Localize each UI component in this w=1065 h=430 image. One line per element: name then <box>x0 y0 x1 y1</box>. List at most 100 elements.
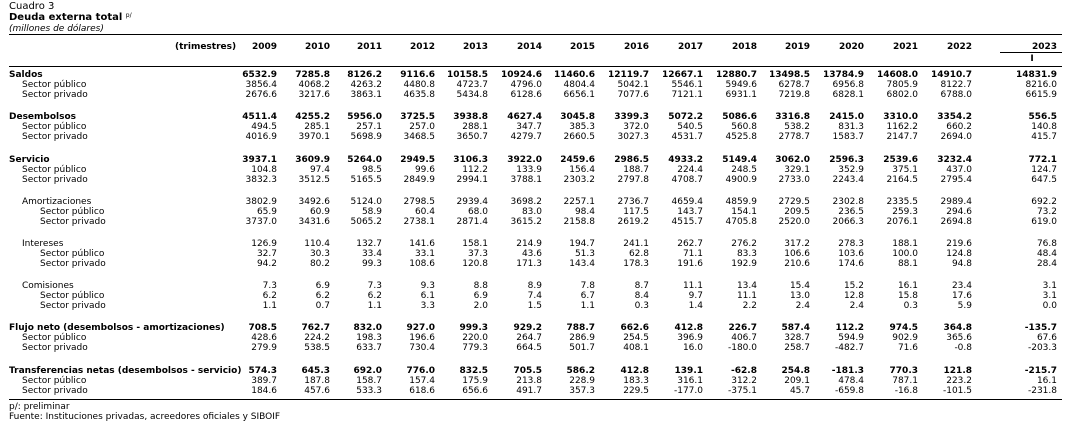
table-cell: 347.7 <box>516 122 542 132</box>
table-cell: 276.2 <box>731 239 757 249</box>
table-cell: 1.1 <box>262 301 277 311</box>
table-cell: 2164.5 <box>886 175 919 185</box>
table-cell: 67.6 <box>1036 333 1057 343</box>
table-cell: 13.4 <box>736 281 757 291</box>
table-cell: 999.3 <box>459 323 488 333</box>
table-cell: -203.3 <box>1027 343 1057 353</box>
table-cell: 4705.8 <box>725 217 758 227</box>
table-cell: 103.6 <box>838 249 864 259</box>
table-cell: 2.4 <box>849 301 864 311</box>
table-cell: 2158.8 <box>563 217 596 227</box>
table-cell: 3615.2 <box>510 217 543 227</box>
table-cell: 73.2 <box>1036 207 1057 217</box>
row-label: Sector público <box>22 376 87 386</box>
table-cell: 2520.0 <box>778 217 811 227</box>
table-cell: 3492.6 <box>298 197 331 207</box>
table-cell: 2871.4 <box>456 217 489 227</box>
table-cell: 3725.5 <box>400 112 435 122</box>
table-cell: 3512.5 <box>298 175 331 185</box>
table-cell: 254.8 <box>781 366 810 376</box>
table-cell: 117.5 <box>623 207 649 217</box>
table-cell: 124.7 <box>1031 165 1057 175</box>
table-row: Desembolsos 4511.4 4255.2 5956.0 3725.5 3938.… <box>0 112 1065 122</box>
table-cell: 65.9 <box>256 207 277 217</box>
table-cell: 4859.9 <box>725 197 758 207</box>
table-cell: 437.0 <box>946 165 972 175</box>
table-cell: 2949.5 <box>400 155 435 165</box>
table-cell: 4796.0 <box>510 80 543 90</box>
table-cell: 375.1 <box>892 165 918 175</box>
table-cell: 4635.8 <box>403 90 436 100</box>
table-cell: 7.3 <box>262 281 277 291</box>
table-cell: 224.2 <box>304 333 330 343</box>
table-cell: 5546.1 <box>671 80 704 90</box>
table-cell: 618.6 <box>409 386 435 396</box>
row-label: Sector privado <box>22 90 88 100</box>
table-cell: 60.9 <box>309 207 330 217</box>
table-cell: 2676.6 <box>245 90 278 100</box>
table-cell: 1.1 <box>367 301 382 311</box>
header-bottom-rule <box>9 66 1062 67</box>
top-rule <box>9 34 1062 35</box>
table-cell: 3310.0 <box>883 112 918 122</box>
table-cell: 4480.8 <box>403 80 436 90</box>
table-cell: 62.8 <box>628 249 649 259</box>
table-cell: 1.1 <box>580 301 595 311</box>
table-cell: 772.1 <box>1028 155 1057 165</box>
table-cell: 2302.8 <box>832 197 865 207</box>
row-label: Sector público <box>40 207 105 217</box>
table-cell: 3354.2 <box>937 112 972 122</box>
table-cell: 0.3 <box>903 301 918 311</box>
table-cell: 16.1 <box>897 281 918 291</box>
table-cell: 143.4 <box>569 259 595 269</box>
table-cell: 7121.1 <box>671 90 704 100</box>
table-cell: 660.2 <box>946 122 972 132</box>
table-cell: 6.2 <box>262 291 277 301</box>
table-cell: 6278.7 <box>778 80 811 90</box>
table-cell: 8216.0 <box>1025 80 1058 90</box>
table-cell: 2738.1 <box>403 217 436 227</box>
table-cell: 3217.6 <box>298 90 331 100</box>
table-cell: 7.3 <box>367 281 382 291</box>
table-cell: 121.8 <box>943 366 972 376</box>
table-cell: 223.2 <box>946 376 972 386</box>
table-cell: 139.1 <box>674 366 703 376</box>
row-label: Comisiones <box>22 281 74 291</box>
table-cell: 929.2 <box>513 323 542 333</box>
table-cell: 99.3 <box>361 259 382 269</box>
table-cell: 11.1 <box>682 281 703 291</box>
table-cell: 214.9 <box>516 239 542 249</box>
table-cell: 2986.5 <box>614 155 649 165</box>
table-cell: 2733.0 <box>778 175 811 185</box>
table-cell: 762.7 <box>301 323 330 333</box>
table-cell: 2994.1 <box>456 175 489 185</box>
table-cell: 4068.2 <box>298 80 331 90</box>
year-header: 2009 <box>251 42 277 52</box>
table-row: Comisiones 7.3 6.9 7.3 9.3 8.8 8.9 7.8 8.7 11.1 13… <box>0 281 1065 291</box>
table-cell: 219.6 <box>946 239 972 249</box>
table-cell: 10158.5 <box>447 70 488 80</box>
table-cell: 192.9 <box>731 259 757 269</box>
year-header: 2014 <box>516 42 542 52</box>
table-cell: 2335.5 <box>886 197 919 207</box>
table-cell: 364.8 <box>943 323 972 333</box>
table-cell: 2076.1 <box>886 217 919 227</box>
table-cell: 1162.2 <box>886 122 919 132</box>
table-cell: 3970.1 <box>298 132 331 142</box>
table-cell: 106.6 <box>784 249 810 259</box>
table-cell: 2.2 <box>742 301 757 311</box>
table-cell: 5149.4 <box>722 155 757 165</box>
table-cell: 406.7 <box>731 333 757 343</box>
table-cell: 5264.0 <box>347 155 382 165</box>
table-cell: 2539.6 <box>883 155 918 165</box>
column-header-row: (trimestres) 2009 2010 2011 2012 2013 2014 201… <box>0 42 1065 52</box>
table-cell: 171.3 <box>516 259 542 269</box>
table-cell: 3856.4 <box>245 80 278 90</box>
table-cell: 58.9 <box>361 207 382 217</box>
table-cell: 143.7 <box>677 207 703 217</box>
table-cell: 412.8 <box>674 323 703 333</box>
table-cell: 286.9 <box>569 333 595 343</box>
table-cell: 3431.6 <box>298 217 331 227</box>
table-cell: 3232.4 <box>937 155 972 165</box>
table-cell: 594.9 <box>838 333 864 343</box>
